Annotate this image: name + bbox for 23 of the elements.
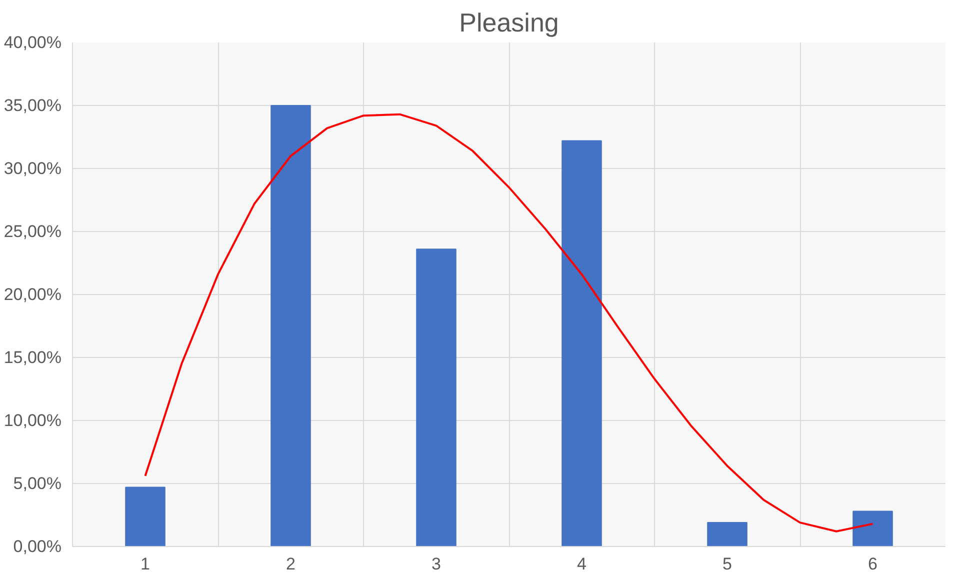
- y-tick-label: 30,00%: [4, 159, 62, 178]
- y-tick-label: 25,00%: [4, 222, 62, 241]
- bar: [852, 510, 893, 546]
- bar: [416, 248, 456, 546]
- bar: [125, 486, 166, 546]
- y-tick-label: 40,00%: [4, 33, 62, 52]
- y-tick-label: 35,00%: [4, 96, 62, 115]
- x-tick-label: 1: [140, 554, 150, 574]
- chart-title: Pleasing: [459, 8, 559, 38]
- y-tick-label: 15,00%: [4, 348, 62, 367]
- y-tick-label: 20,00%: [4, 285, 62, 304]
- x-tick-label: 6: [868, 554, 878, 574]
- x-tick-label: 3: [432, 554, 441, 574]
- x-tick-label: 2: [286, 554, 296, 574]
- bar: [270, 105, 311, 546]
- x-tick-label: 4: [577, 554, 586, 574]
- y-tick-label: 5,00%: [13, 474, 62, 493]
- x-tick-label: 5: [722, 554, 732, 574]
- bar: [707, 522, 748, 546]
- bar: [562, 140, 602, 546]
- line-series: [144, 113, 874, 532]
- y-tick-label: 10,00%: [4, 411, 62, 430]
- y-tick-label: 0,00%: [13, 537, 62, 556]
